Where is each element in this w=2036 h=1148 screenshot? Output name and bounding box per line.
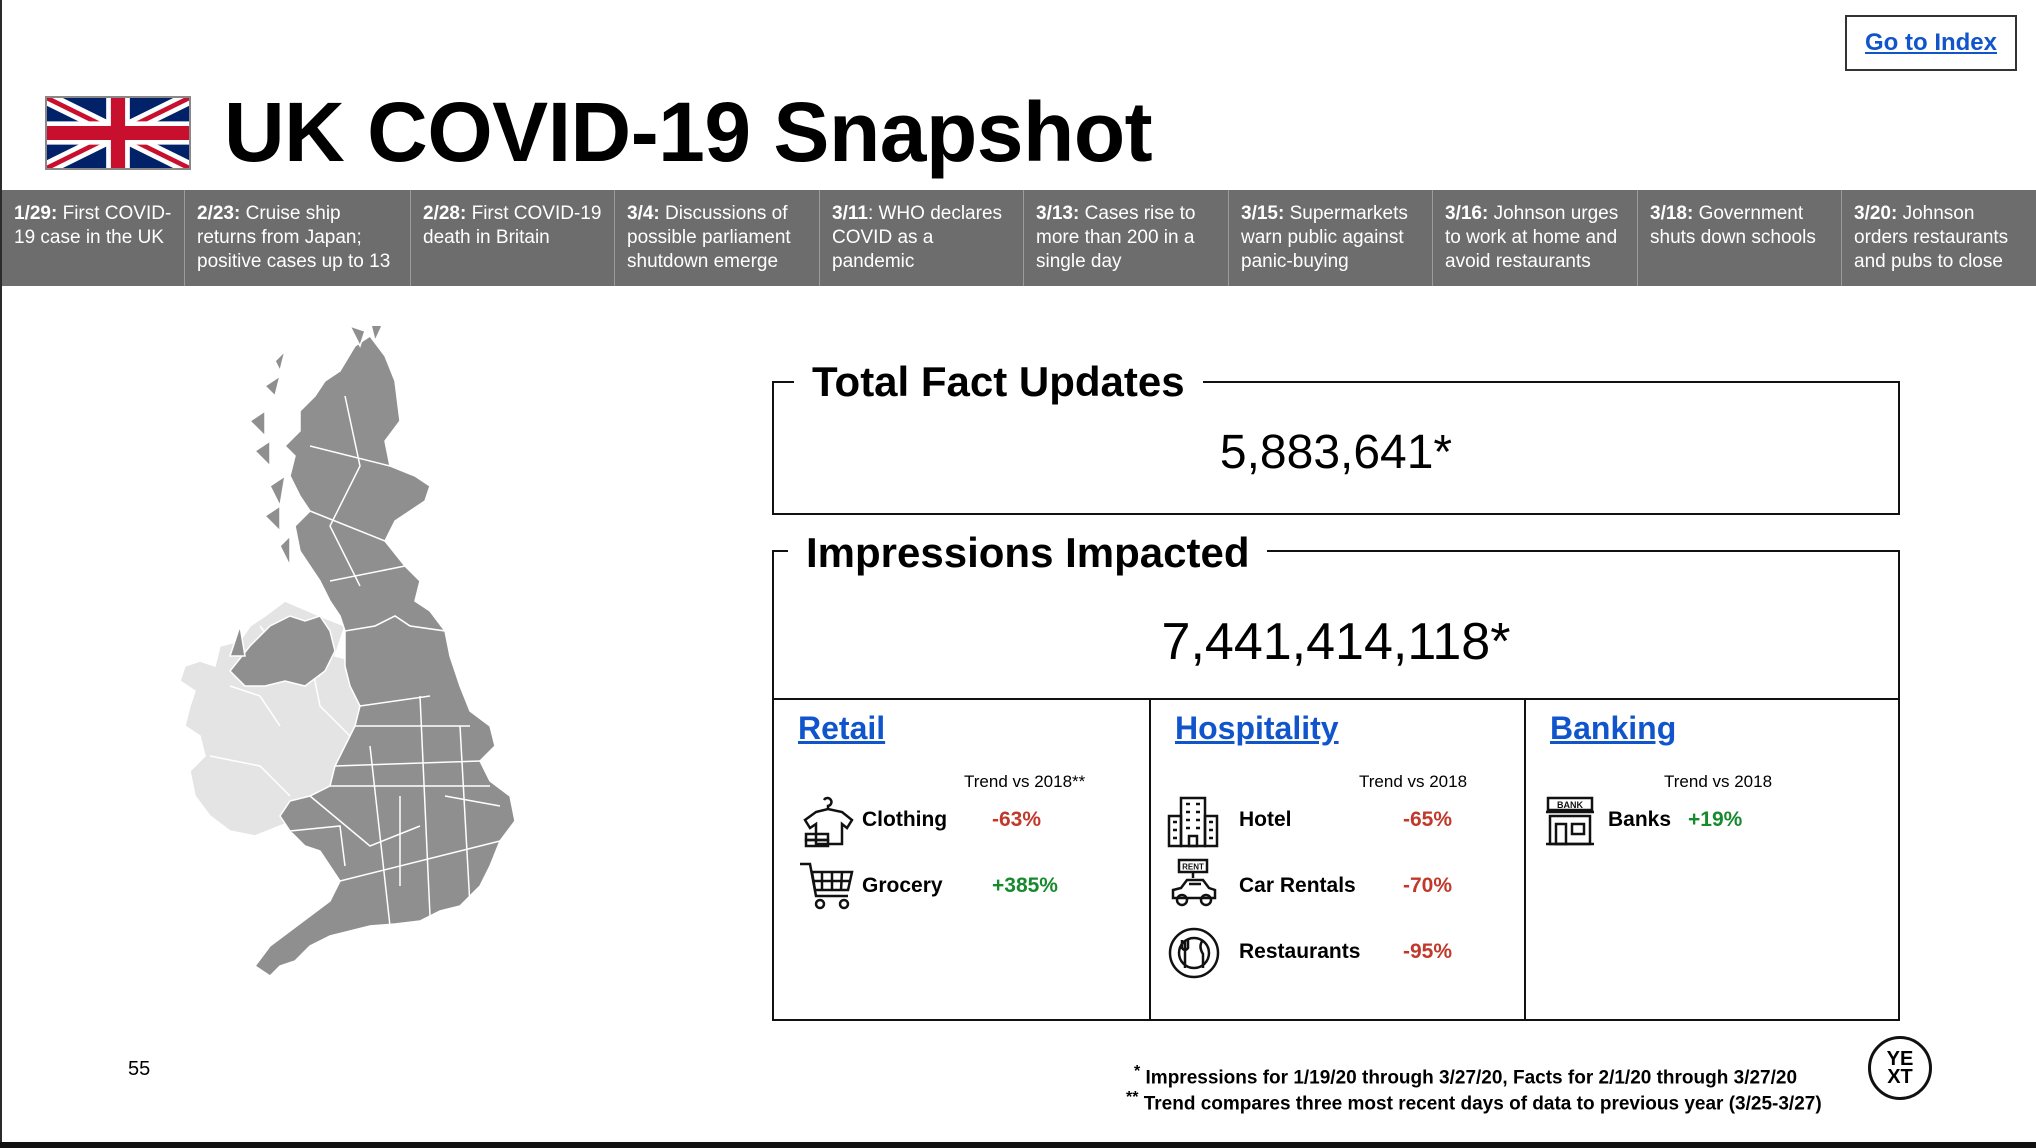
hospitality-link[interactable]: Hospitality xyxy=(1175,710,1339,746)
trend-label: Trend vs 2018 xyxy=(1664,772,1773,791)
banks-label: Banks xyxy=(1608,808,1672,831)
timeline-bar: 1/29: First COVID-19 case in the UK 2/23… xyxy=(2,190,2036,286)
timeline-item: 3/15: Supermarkets warn public against p… xyxy=(1229,190,1433,286)
retail-sector: Retail Trend vs 2018** Clothing -63% Gro… xyxy=(774,700,1149,1020)
timeline-item: 3/20: Johnson orders restaurants and pub… xyxy=(1854,203,2009,272)
timeline-item: 3/4: Discussions of possible parliament … xyxy=(615,190,820,286)
go-to-index-link[interactable]: Go to Index xyxy=(1845,15,2017,71)
restaurant-icon xyxy=(1167,926,1221,980)
hotel-label: Hotel xyxy=(1239,808,1292,831)
great-britain-shape xyxy=(228,319,516,977)
car-rentals-label: Car Rentals xyxy=(1239,874,1356,897)
banks-trend-value: +19% xyxy=(1688,808,1743,831)
svg-text:RENT: RENT xyxy=(1182,863,1204,872)
shopping-cart-icon xyxy=(798,858,856,914)
sector-divider xyxy=(1524,698,1526,1019)
timeline-item: 1/29: First COVID-19 case in the UK xyxy=(2,190,185,286)
bank-icon: BANK xyxy=(1544,794,1596,848)
car-rentals-trend-value: -70% xyxy=(1403,874,1453,897)
impressions-impacted-value: 7,441,414,118* xyxy=(1161,613,1511,671)
total-fact-updates-title: Total Fact Updates xyxy=(794,359,1203,405)
timeline-item: 3/18: Government shuts down schools xyxy=(1638,190,1842,286)
svg-text:BANK: BANK xyxy=(1557,800,1583,810)
uk-map xyxy=(170,319,680,1006)
slide-left-edge xyxy=(0,0,2,1148)
grocery-trend-value: +385% xyxy=(992,874,1058,897)
retail-link[interactable]: Retail xyxy=(798,710,886,746)
banking-link[interactable]: Banking xyxy=(1550,710,1677,746)
clothing-trend-value: -63% xyxy=(992,808,1042,831)
sector-divider xyxy=(1149,698,1151,1019)
restaurants-label: Restaurants xyxy=(1239,940,1361,963)
uk-flag-icon xyxy=(43,91,193,175)
timeline-item: 3/13: Cases rise to more than 200 in a s… xyxy=(1024,190,1229,286)
timeline-item: 2/28: First COVID-19 death in Britain xyxy=(411,190,615,286)
trend-label: Trend vs 2018** xyxy=(964,772,1086,791)
total-fact-updates-card: Total Fact Updates 5,883,641* xyxy=(772,359,1900,515)
total-fact-updates-value: 5,883,641* xyxy=(1219,426,1453,479)
car-rental-icon: RENT xyxy=(1167,858,1221,912)
impressions-impacted-title: Impressions Impacted xyxy=(788,530,1268,576)
timeline-item: 3/16: Johnson urges to work at home and … xyxy=(1433,190,1638,286)
page-number: 55 xyxy=(128,1058,151,1080)
impressions-impacted-card: Impressions Impacted 7,441,414,118* Reta… xyxy=(772,530,1900,1021)
bottom-border xyxy=(0,1142,2036,1148)
clothing-label: Clothing xyxy=(862,808,948,831)
grocery-label: Grocery xyxy=(862,874,943,897)
clothing-icon xyxy=(802,796,858,852)
sector-divider xyxy=(774,698,1898,700)
page-title: UK COVID-19 Snapshot xyxy=(224,85,1153,179)
trend-label: Trend vs 2018 xyxy=(1359,772,1468,791)
footnote-trend: ** Trend compares three most recent days… xyxy=(1126,1089,1822,1115)
hotel-icon xyxy=(1167,794,1219,848)
timeline-item: 3/11: WHO declares COVID as a pandemic xyxy=(820,190,1024,286)
hotel-trend-value: -65% xyxy=(1403,808,1453,831)
yext-logo: YE XT xyxy=(1868,1036,1932,1100)
banking-sector: Banking Trend vs 2018 BANK Banks +19% xyxy=(1526,700,1898,1020)
timeline-item: 2/23: Cruise ship returns from Japan; po… xyxy=(185,190,411,286)
restaurants-trend-value: -95% xyxy=(1403,940,1453,963)
footnote-impressions: * Impressions for 1/19/20 through 3/27/2… xyxy=(1134,1063,1798,1089)
hospitality-sector: Hospitality Trend vs 2018 Hotel -65% REN… xyxy=(1151,700,1524,1020)
